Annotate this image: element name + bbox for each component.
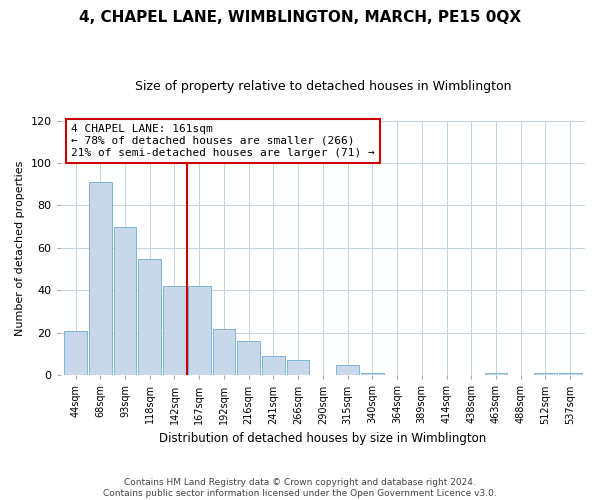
Bar: [89, 182, 112, 376]
Y-axis label: Number of detached properties: Number of detached properties: [15, 160, 25, 336]
X-axis label: Distribution of detached houses by size in Wimblington: Distribution of detached houses by size …: [159, 432, 487, 445]
Bar: [139, 258, 161, 376]
Text: 4 CHAPEL LANE: 161sqm
← 78% of detached houses are smaller (266)
21% of semi-det: 4 CHAPEL LANE: 161sqm ← 78% of detached …: [71, 124, 375, 158]
Bar: [262, 356, 285, 376]
Text: 4, CHAPEL LANE, WIMBLINGTON, MARCH, PE15 0QX: 4, CHAPEL LANE, WIMBLINGTON, MARCH, PE15…: [79, 10, 521, 25]
Bar: [188, 286, 211, 376]
Bar: [163, 286, 186, 376]
Bar: [237, 342, 260, 376]
Bar: [361, 373, 383, 376]
Title: Size of property relative to detached houses in Wimblington: Size of property relative to detached ho…: [134, 80, 511, 93]
Bar: [64, 330, 87, 376]
Bar: [336, 364, 359, 376]
Bar: [212, 328, 235, 376]
Bar: [113, 226, 136, 376]
Bar: [287, 360, 310, 376]
Text: Contains HM Land Registry data © Crown copyright and database right 2024.
Contai: Contains HM Land Registry data © Crown c…: [103, 478, 497, 498]
Bar: [559, 373, 581, 376]
Bar: [485, 373, 508, 376]
Bar: [534, 373, 557, 376]
